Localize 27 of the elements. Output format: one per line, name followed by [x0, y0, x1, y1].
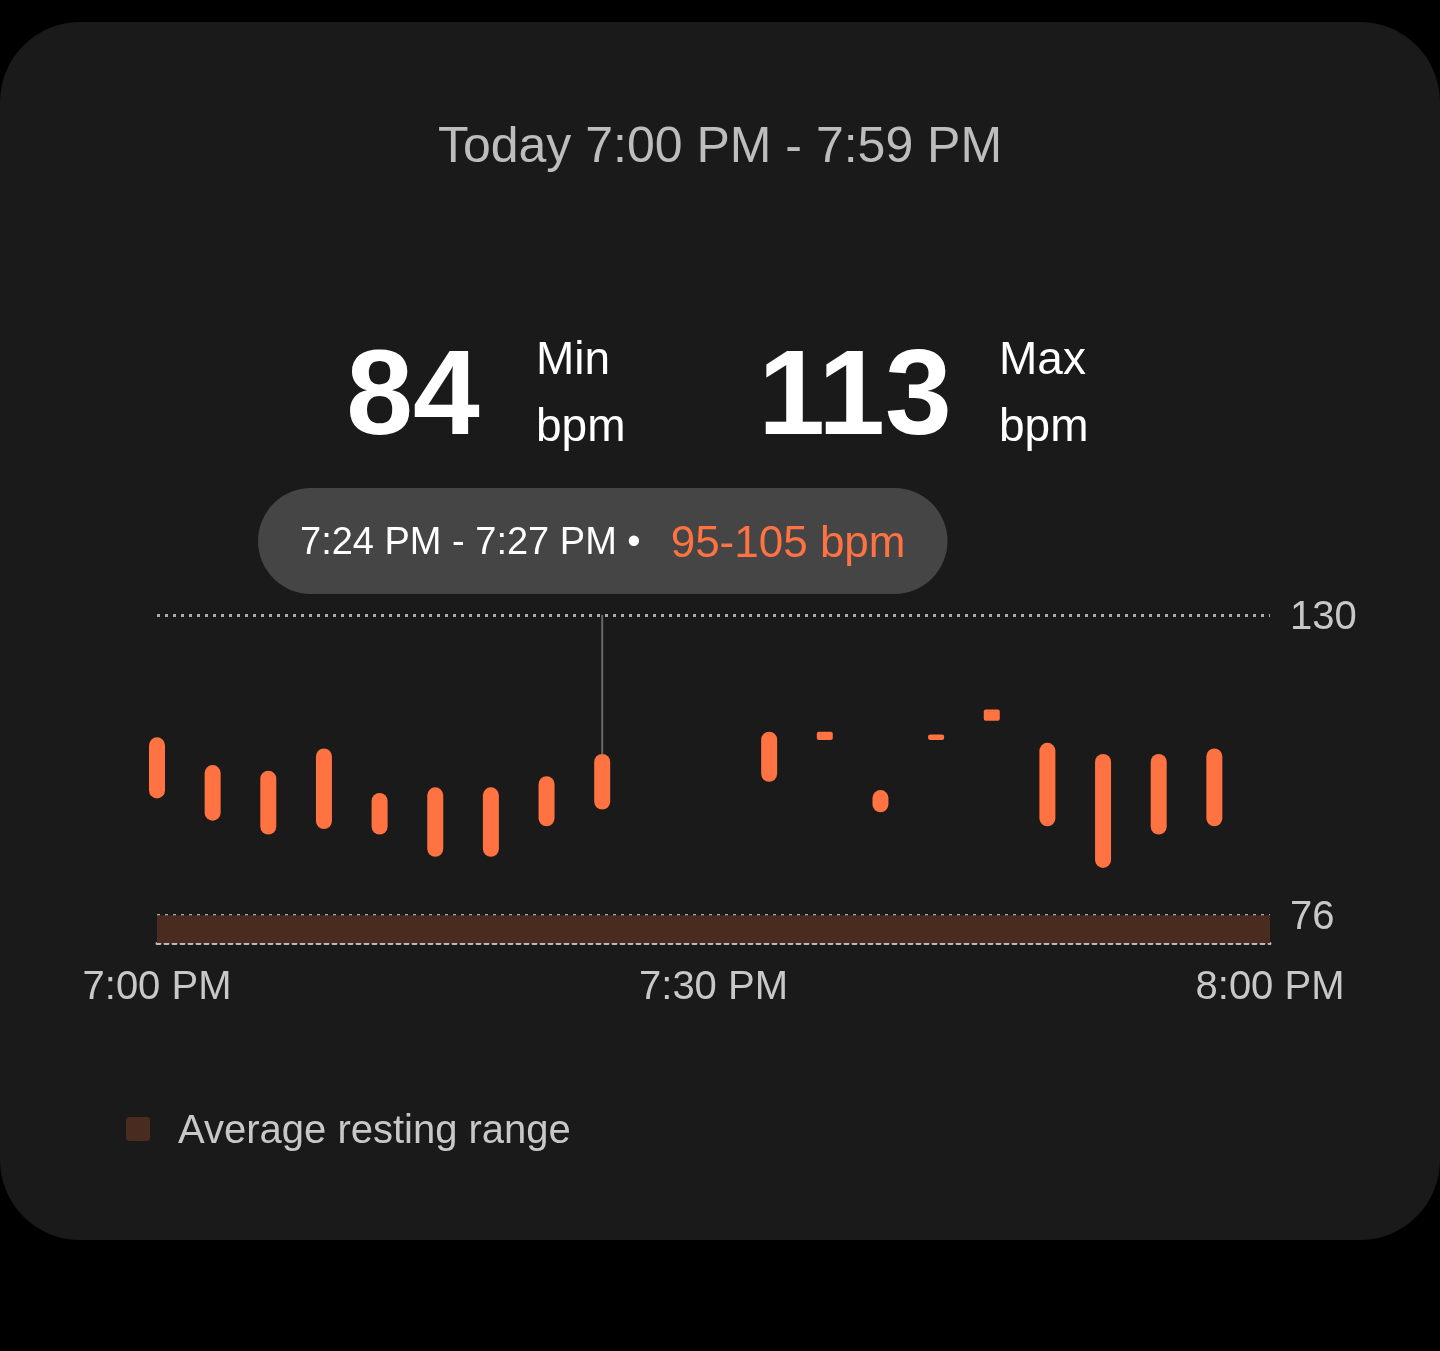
chart-title: Today 7:00 PM - 7:59 PM [437, 117, 1003, 173]
x-tick-label: 7:00 PM [82, 963, 232, 1007]
bar [594, 753, 611, 810]
bar [816, 731, 833, 741]
legend-label: Average resting range [178, 1107, 571, 1151]
text: Min [536, 332, 611, 384]
bar [1039, 742, 1056, 827]
bar [149, 737, 165, 799]
text: bpm [999, 399, 1089, 451]
bar [260, 770, 277, 835]
bar [1095, 753, 1112, 868]
bar [204, 765, 221, 821]
x-tick-label: 8:00 PM [1195, 963, 1345, 1007]
y-tick-label: 130 [1290, 593, 1357, 637]
bar [315, 748, 332, 830]
text: bpm [536, 399, 626, 451]
text: 84 [346, 325, 480, 459]
bar [983, 709, 1000, 721]
bar [1150, 753, 1167, 835]
annotation: 7:24 PM - 7:27 PM • 95-105 bpm [300, 516, 906, 566]
bar [1206, 748, 1223, 827]
text: 113 [758, 325, 952, 459]
x-tick-label: 7:30 PM [639, 963, 788, 1007]
y-tick-label: 76 [1290, 893, 1335, 938]
text: Max [999, 332, 1086, 384]
bar [427, 787, 444, 857]
bar [482, 787, 499, 857]
